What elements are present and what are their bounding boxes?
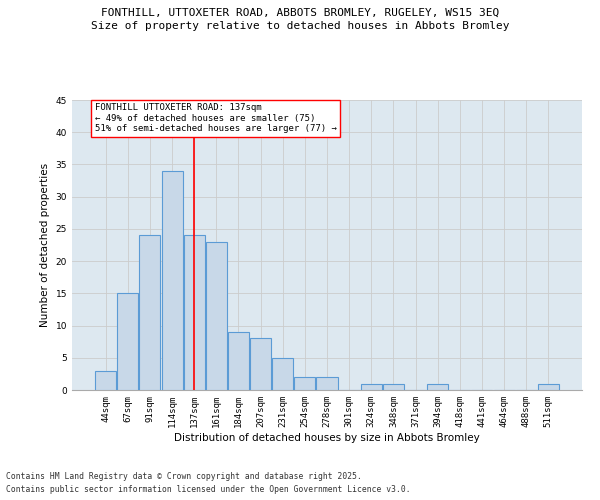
Bar — [184, 236, 205, 390]
Text: Contains HM Land Registry data © Crown copyright and database right 2025.: Contains HM Land Registry data © Crown c… — [6, 472, 362, 481]
Bar — [250, 338, 271, 390]
Bar — [228, 332, 249, 390]
Bar — [206, 242, 227, 390]
Bar — [95, 370, 116, 390]
Bar — [295, 377, 316, 390]
Bar — [161, 171, 182, 390]
Bar — [118, 294, 139, 390]
Bar — [538, 384, 559, 390]
Bar — [361, 384, 382, 390]
Bar — [383, 384, 404, 390]
Text: Contains public sector information licensed under the Open Government Licence v3: Contains public sector information licen… — [6, 485, 410, 494]
Text: Size of property relative to detached houses in Abbots Bromley: Size of property relative to detached ho… — [91, 21, 509, 31]
Y-axis label: Number of detached properties: Number of detached properties — [40, 163, 50, 327]
X-axis label: Distribution of detached houses by size in Abbots Bromley: Distribution of detached houses by size … — [174, 432, 480, 442]
Bar — [272, 358, 293, 390]
Text: FONTHILL UTTOXETER ROAD: 137sqm
← 49% of detached houses are smaller (75)
51% of: FONTHILL UTTOXETER ROAD: 137sqm ← 49% of… — [95, 103, 337, 133]
Bar — [139, 236, 160, 390]
Text: FONTHILL, UTTOXETER ROAD, ABBOTS BROMLEY, RUGELEY, WS15 3EQ: FONTHILL, UTTOXETER ROAD, ABBOTS BROMLEY… — [101, 8, 499, 18]
Bar — [316, 377, 338, 390]
Bar — [427, 384, 448, 390]
